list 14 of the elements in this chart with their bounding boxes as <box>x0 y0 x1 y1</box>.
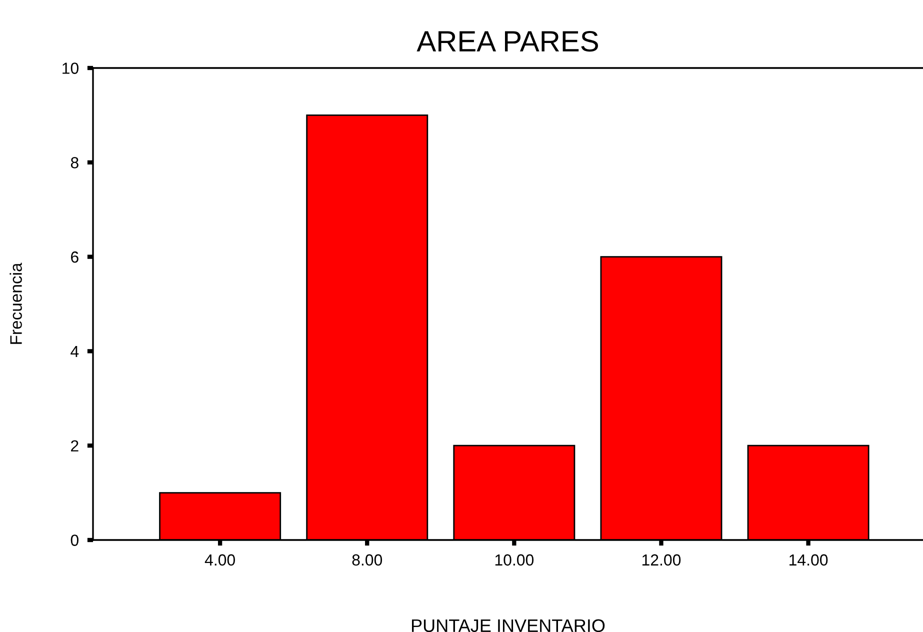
x-tick-label: 4.00 <box>204 554 235 566</box>
y-tick-label: 6 <box>71 251 78 263</box>
chart-title: AREA PARES <box>416 30 598 52</box>
y-tick-label: 0 <box>70 534 78 546</box>
x-tick-label: 14.00 <box>790 554 828 566</box>
x-tick-label: 10.00 <box>495 554 534 566</box>
y-axis-title: Frecuencia <box>10 262 22 344</box>
y-tick-label: 4 <box>70 346 79 357</box>
y-tick-label: 10 <box>62 62 78 74</box>
y-tick-label: 2 <box>71 440 78 452</box>
x-tick-label: 12.00 <box>642 554 681 566</box>
x-axis-title: PUNTAJE INVENTARIO <box>412 619 605 632</box>
x-tick-label: 8.00 <box>352 554 382 566</box>
y-tick-label: 8 <box>70 157 78 168</box>
